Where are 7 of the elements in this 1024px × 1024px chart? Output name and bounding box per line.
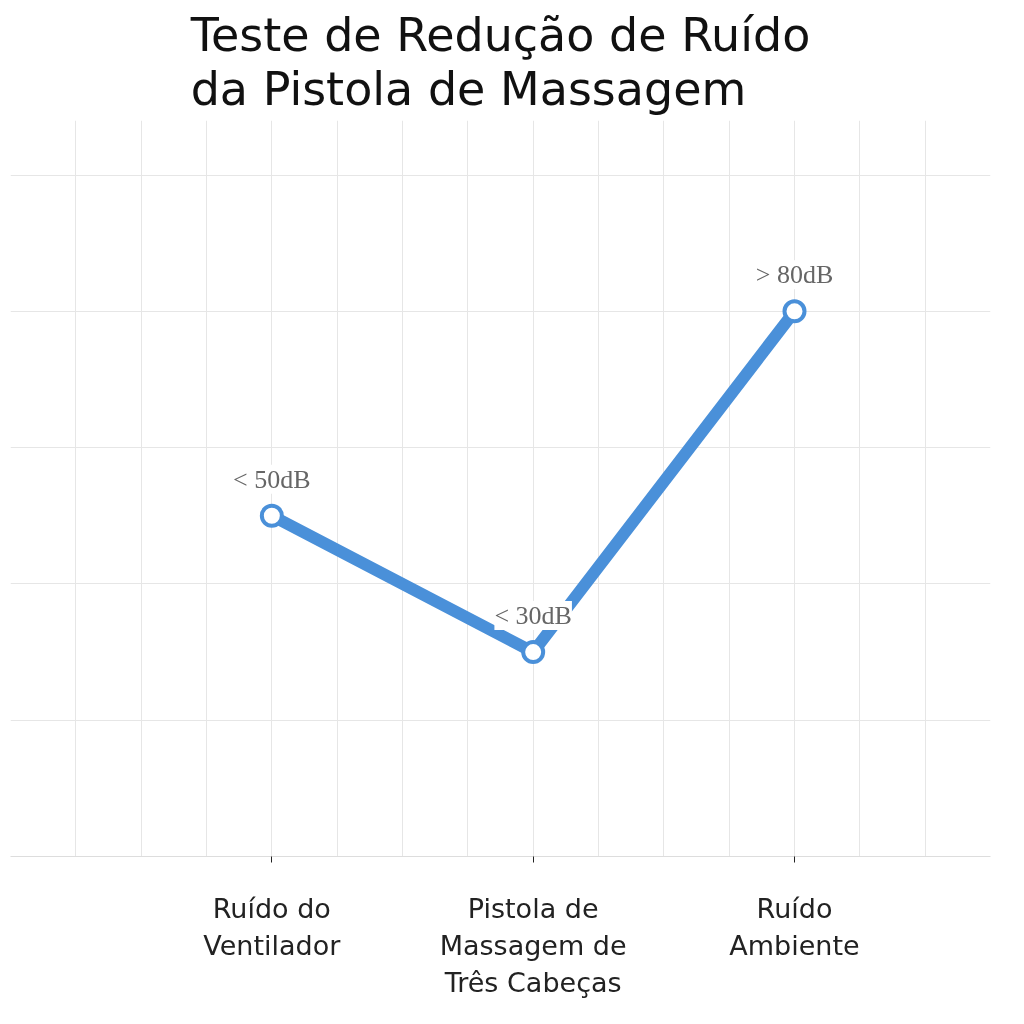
data-label: < 30dB: [494, 601, 572, 631]
x-tick-label: Ruído Ambiente: [729, 892, 860, 961]
data-label: > 80dB: [755, 260, 834, 290]
x-tick-label: Ruído do Ventilador: [203, 892, 342, 961]
data-label: < 50dB: [233, 464, 311, 494]
chart-title: Teste de Redução de Ruído da Pistola de Massagem: [189, 7, 811, 116]
x-tick-label: Pistola de Massagem de Três Cabeças: [439, 892, 627, 998]
